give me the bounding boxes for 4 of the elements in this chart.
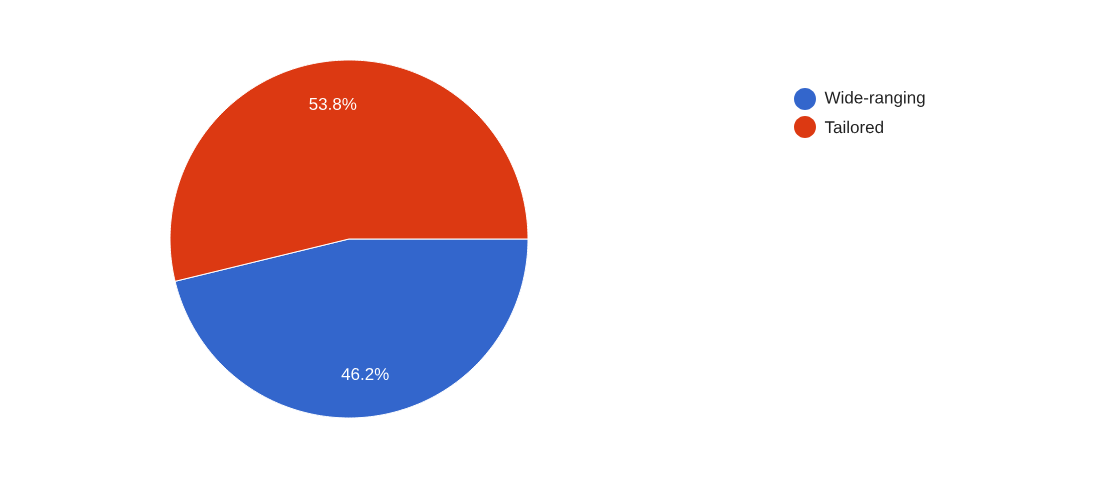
data-label: 46.2%: [341, 368, 389, 381]
data-label: 53.8%: [309, 97, 357, 110]
legend-label: Wide-ranging: [824, 91, 925, 107]
legend-label: Tailored: [824, 120, 883, 134]
